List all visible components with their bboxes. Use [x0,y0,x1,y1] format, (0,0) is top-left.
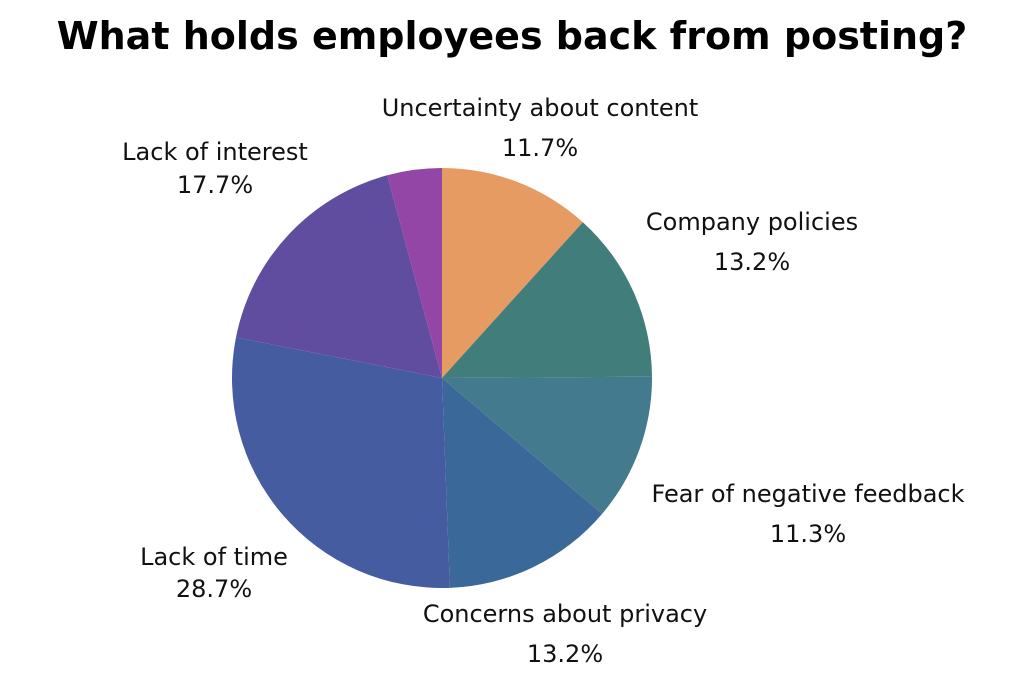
slice-label-company-policies-1: Company policies [646,208,858,236]
slice-label-fear-of-negative-feedback-2: Fear of negative feedback [651,480,964,508]
pie-slice-uncertainty-about-content-0 [442,168,583,378]
slice-label-lack-of-time-4: Lack of time [140,543,288,571]
pie-slice-company-policies-1 [442,222,652,378]
pie-slice-lack-of-time-4 [231,337,450,588]
slice-value-lack-of-time-4: 28.7% [176,575,252,603]
slice-value-company-policies-1: 13.2% [714,248,790,276]
slices-layer [231,168,653,588]
slice-value-fear-of-negative-feedback-2: 11.3% [770,520,846,548]
slice-label-lack-of-interest-5: Lack of interest [122,138,308,166]
labels-layer: Uncertainty about content 11.7% Company po… [122,94,964,668]
pie-slice-fear-of-negative-feedback-2 [442,376,653,514]
slice-label-uncertainty-about-content-0: Uncertainty about content [382,94,699,122]
pie-slice-lack-of-interest-5 [235,175,442,378]
pie-slice-unlabeled-6 [387,168,442,378]
slice-label-concerns-about-privacy-3: Concerns about privacy [423,600,707,628]
pie-slice-concerns-about-privacy-3 [442,378,603,588]
slice-value-concerns-about-privacy-3: 13.2% [527,640,603,668]
slice-value-lack-of-interest-5: 17.7% [177,171,253,199]
slice-value-uncertainty-about-content-0: 11.7% [502,134,578,162]
chart-title: What holds employees back from posting? [56,14,968,58]
